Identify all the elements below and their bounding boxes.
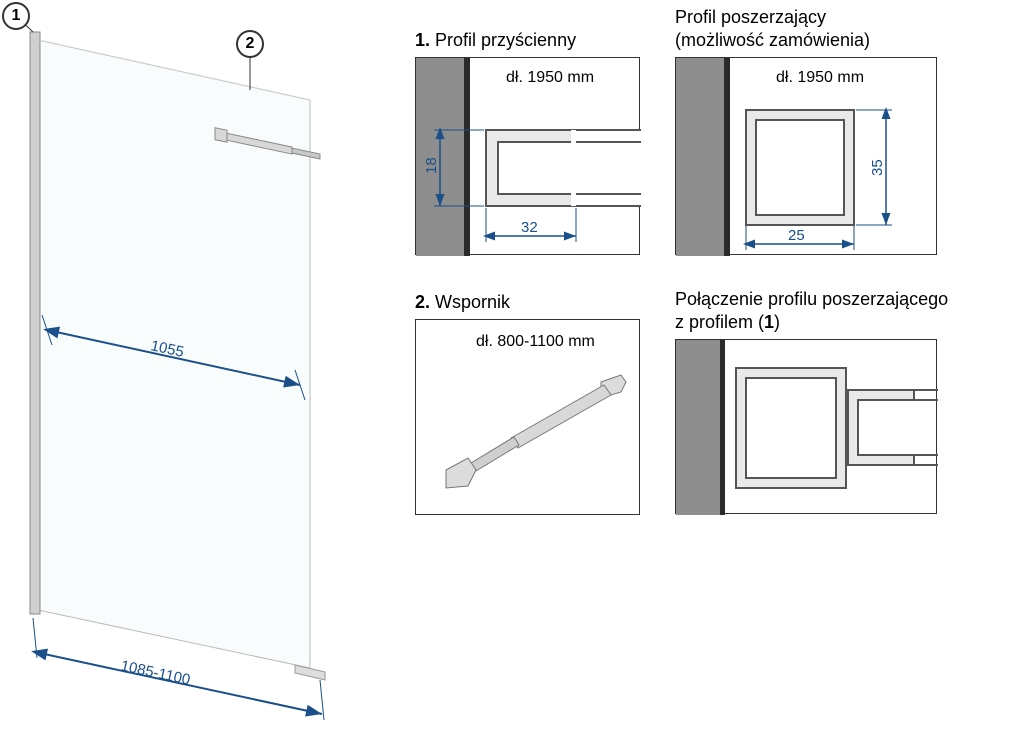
callout-2: 2: [236, 30, 264, 58]
detail-4: Połączenie profilu poszerzającego z prof…: [675, 288, 1005, 514]
detail-1-dim-h: 18: [423, 157, 440, 174]
detail-3-title: Profil poszerzający (możliwość zamówieni…: [675, 6, 985, 51]
profile-section: [486, 130, 576, 206]
combined-profile: [848, 390, 914, 465]
callout-1: 1: [2, 2, 30, 30]
widening-profile-inner: [756, 120, 844, 215]
detail-1: 1. Profil przyścienny: [415, 30, 655, 255]
detail-1-title: 1. Profil przyścienny: [415, 30, 655, 51]
wall: [676, 340, 720, 515]
detail-1-dim-w: 32: [521, 219, 538, 236]
detail-3-dim-w: 25: [788, 227, 805, 244]
wall-profile-bar: [30, 32, 40, 614]
detail-4-title: Połączenie profilu poszerzającego z prof…: [675, 288, 1005, 333]
main-drawing: 1055 1085-1100 1 2: [0, 0, 390, 725]
support-bar-iso: [446, 375, 626, 488]
detail-2: 2. Wspornik dł. 800-1100 mm: [415, 292, 655, 515]
detail-1-length: dł. 1950 mm: [506, 69, 594, 86]
bottom-dim-value: 1085-1100: [119, 657, 192, 688]
detail-2-title: 2. Wspornik: [415, 292, 655, 313]
detail-2-length: dł. 800-1100 mm: [476, 333, 595, 350]
wall: [676, 58, 724, 256]
detail-3: Profil poszerzający (możliwość zamówieni…: [675, 6, 985, 255]
detail-3-length: dł. 1950 mm: [776, 69, 864, 86]
detail-3-dim-h: 35: [869, 159, 886, 176]
